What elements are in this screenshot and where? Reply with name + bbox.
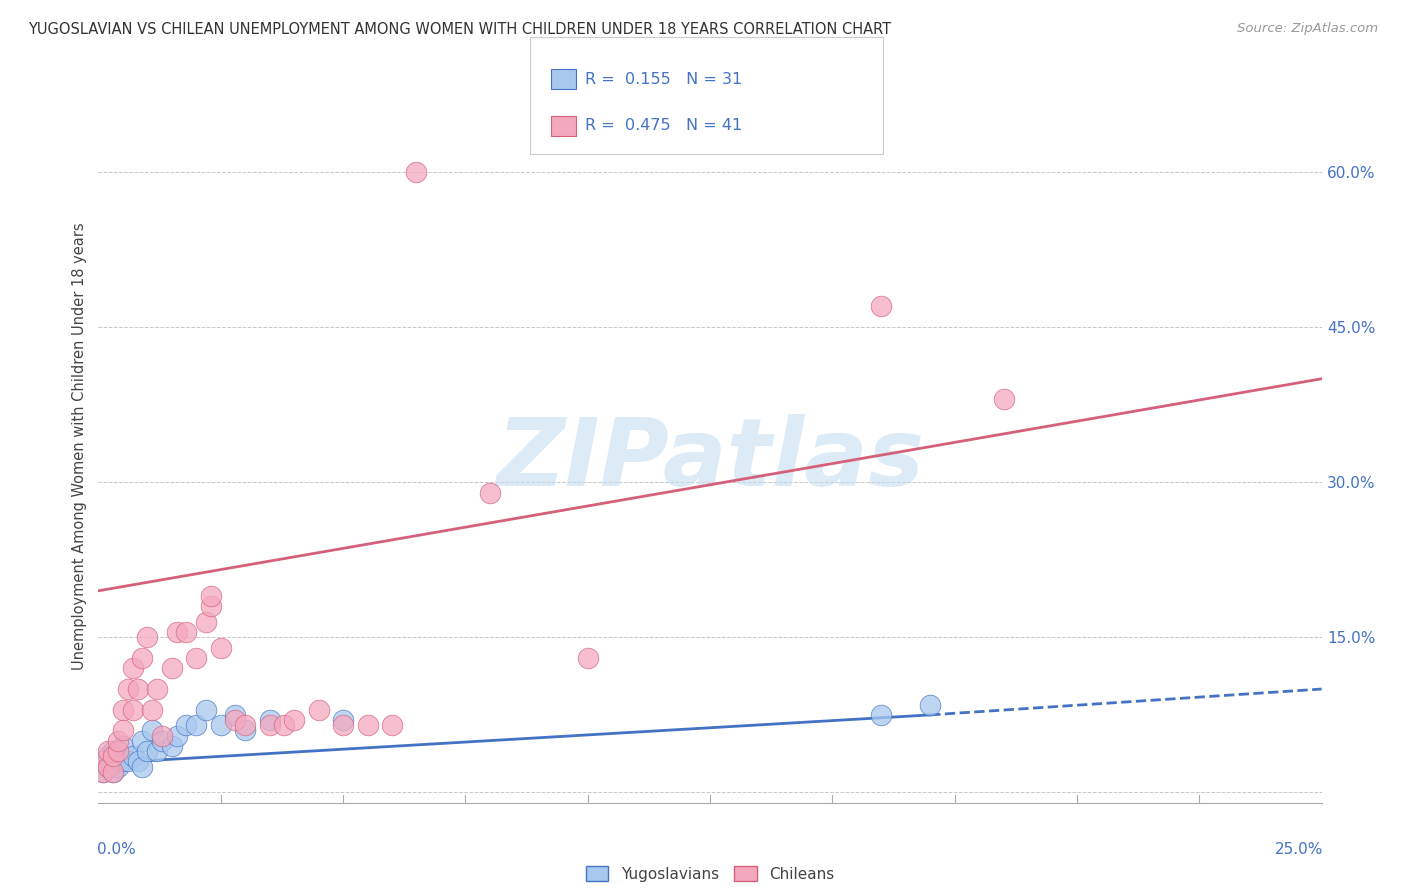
Point [131,733,153,747]
Point [233,718,256,732]
Point [332,718,354,732]
Point [117,681,139,696]
Point [200,599,222,614]
Point [121,703,143,717]
Point [131,651,153,665]
Point [91,755,114,769]
Text: ZIPatlas: ZIPatlas [496,414,924,507]
Point [127,755,149,769]
Point [121,749,143,764]
Point [111,703,134,717]
Point [150,733,173,747]
Point [131,759,153,773]
Point [117,755,139,769]
Point [200,589,222,603]
Point [993,392,1015,407]
Point [146,681,169,696]
Point [166,625,188,640]
Point [233,723,256,738]
Point [870,707,893,722]
Text: R =  0.155   N = 31: R = 0.155 N = 31 [585,71,742,87]
Point [107,755,129,769]
Point [308,703,330,717]
Point [273,718,295,732]
Point [91,764,114,779]
Point [107,744,129,758]
Point [111,739,134,753]
Point [176,718,198,732]
Point [186,718,208,732]
Text: R =  0.475   N = 41: R = 0.475 N = 41 [585,118,742,133]
Text: Source: ZipAtlas.com: Source: ZipAtlas.com [1237,22,1378,36]
Point [283,713,305,727]
Point [209,718,232,732]
Point [97,759,120,773]
Point [91,755,114,769]
Point [920,698,942,712]
Point [166,729,188,743]
Point [136,630,159,644]
Point [381,718,404,732]
Point [136,744,159,758]
Point [101,749,124,764]
Point [101,744,124,758]
Point [195,615,218,629]
Point [160,661,183,675]
Point [405,165,427,179]
Point [141,703,163,717]
Legend: Yugoslavians, Chileans: Yugoslavians, Chileans [579,860,841,888]
Point [478,485,501,500]
Point [195,703,218,717]
Point [91,764,114,779]
Point [150,729,173,743]
Point [111,723,134,738]
Point [259,713,281,727]
Text: 25.0%: 25.0% [1274,842,1323,857]
Point [141,723,163,738]
Point [97,759,120,773]
Point [870,299,893,313]
Point [224,707,246,722]
Point [101,764,124,779]
Point [576,651,599,665]
Point [101,764,124,779]
Point [160,739,183,753]
Point [121,661,143,675]
Point [97,749,120,764]
Point [111,755,134,769]
Point [224,713,246,727]
Point [107,759,129,773]
Point [146,744,169,758]
Point [127,681,149,696]
Point [107,733,129,747]
Point [186,651,208,665]
Point [356,718,378,732]
Point [259,718,281,732]
Y-axis label: Unemployment Among Women with Children Under 18 years: Unemployment Among Women with Children U… [72,222,87,670]
Point [97,744,120,758]
Point [332,713,354,727]
Text: 0.0%: 0.0% [97,842,136,857]
Point [176,625,198,640]
Point [209,640,232,655]
Text: YUGOSLAVIAN VS CHILEAN UNEMPLOYMENT AMONG WOMEN WITH CHILDREN UNDER 18 YEARS COR: YUGOSLAVIAN VS CHILEAN UNEMPLOYMENT AMON… [28,22,891,37]
